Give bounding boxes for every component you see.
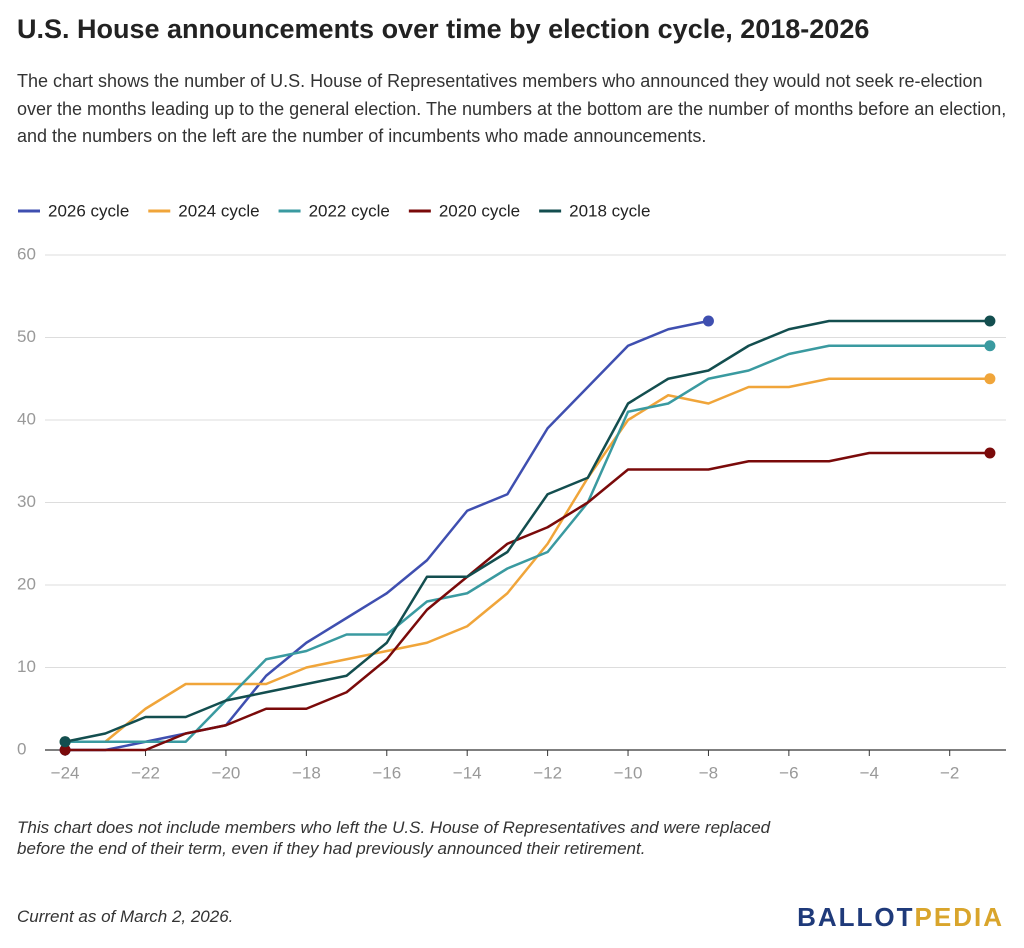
x-tick-label: −14 [453,763,482,782]
end-marker [59,736,71,748]
end-marker [984,447,996,459]
end-marker [59,744,71,756]
y-tick-label: 40 [17,409,36,428]
y-tick-label: 0 [17,739,26,758]
end-marker [984,373,996,385]
series-line [65,377,990,743]
series-line [65,344,990,743]
logo: BALLOTPEDIA [797,902,1004,933]
y-tick-label: 20 [17,574,36,593]
y-tick-label: 50 [17,327,36,346]
y-tick-label: 30 [17,492,36,511]
x-tick-label: −6 [779,763,798,782]
x-tick-label: −10 [614,763,643,782]
end-marker [984,340,996,352]
x-tick-label: −22 [131,763,160,782]
series-line [64,319,990,743]
logo-part: PEDIA [914,902,1004,932]
x-tick-label: −16 [372,763,401,782]
legend-label: 2024 cycle [178,201,259,220]
y-tick-label: 60 [17,244,36,263]
legend-label: 2020 cycle [439,201,520,220]
x-tick-label: −4 [860,763,879,782]
x-tick-label: −8 [699,763,718,782]
x-tick-label: −20 [212,763,241,782]
chart-note: This chart does not include members who … [17,818,771,858]
x-tick-label: −18 [292,763,321,782]
end-marker [984,315,996,327]
legend-label: 2022 cycle [309,201,390,220]
chart-title: U.S. House announcements over time by el… [17,14,870,44]
x-tick-label: −2 [940,763,959,782]
chart-subtitle: The chart shows the number of U.S. House… [17,71,1007,146]
x-tick-label: −12 [533,763,562,782]
logo-part: BALLOT [797,902,915,932]
y-tick-label: 10 [17,657,36,676]
legend-label: 2018 cycle [569,201,650,220]
legend-label: 2026 cycle [48,201,129,220]
end-marker [702,315,714,327]
x-tick-label: −24 [51,763,80,782]
chart-source: Current as of March 2, 2026. [17,907,234,926]
series-line [65,451,990,752]
series-line [65,319,709,752]
